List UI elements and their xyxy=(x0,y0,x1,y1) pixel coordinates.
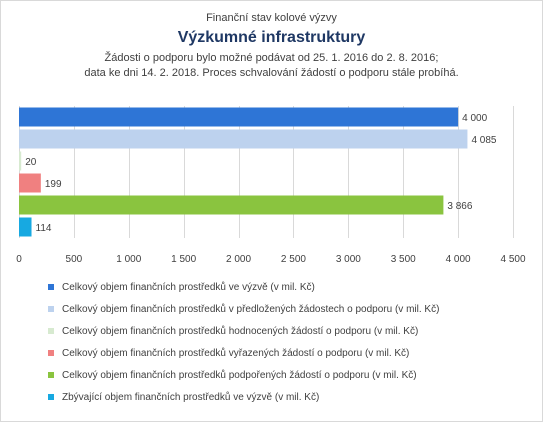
legend-item-2: Celkový objem finančních prostředků hodn… xyxy=(48,320,439,342)
legend-swatch-0 xyxy=(48,284,54,290)
legend-item-3: Celkový objem finančních prostředků vyřa… xyxy=(48,342,439,364)
x-tick-label-0: 0 xyxy=(16,254,22,265)
legend-swatch-1 xyxy=(48,306,54,312)
chart-title: Výzkumné infrastruktury xyxy=(177,29,366,46)
legend-item-5: Zbývající objem finančních prostředků ve… xyxy=(48,386,439,408)
chart-suptitle: Finanční stav kolové výzvy xyxy=(206,12,337,24)
x-tick-label-2: 1 000 xyxy=(116,254,141,265)
legend-label-3: Celkový objem finančních prostředků vyřa… xyxy=(62,347,410,359)
legend-swatch-2 xyxy=(48,328,54,334)
legend-label-5: Zbývající objem finančních prostředků ve… xyxy=(62,391,320,403)
data-label-5: 114 xyxy=(36,223,52,234)
x-tick-label-4: 2 000 xyxy=(226,254,251,265)
legend-label-1: Celkový objem finančních prostředků v př… xyxy=(62,303,440,315)
legend-item-1: Celkový objem finančních prostředků v př… xyxy=(48,298,439,320)
legend-item-4: Celkový objem finančních prostředků podp… xyxy=(48,364,439,386)
data-label-2: 20 xyxy=(25,157,37,168)
legend-item-0: Celkový objem finančních prostředků ve v… xyxy=(48,276,439,298)
bar-5 xyxy=(19,217,32,237)
x-tick-label-5: 2 500 xyxy=(281,254,306,265)
legend-swatch-3 xyxy=(48,350,54,356)
bar-4 xyxy=(19,195,444,215)
chart-legend: Celkový objem finančních prostředků ve v… xyxy=(48,276,439,408)
bar-1 xyxy=(19,129,468,149)
x-tick-label-9: 4 500 xyxy=(500,254,525,265)
chart-subtitle-line1: Žádosti o podporu bylo možné podávat od … xyxy=(104,52,439,64)
legend-label-0: Celkový objem finančních prostředků ve v… xyxy=(62,281,315,293)
legend-swatch-4 xyxy=(48,372,54,378)
data-label-1: 4 085 xyxy=(471,135,496,146)
x-tick-label-6: 3 000 xyxy=(336,254,361,265)
x-tick-label-3: 1 500 xyxy=(171,254,196,265)
x-tick-label-8: 4 000 xyxy=(446,254,471,265)
legend-swatch-5 xyxy=(48,394,54,400)
bar-2 xyxy=(19,151,22,171)
data-label-4: 3 866 xyxy=(447,201,472,212)
x-tick-label-7: 3 500 xyxy=(391,254,416,265)
bar-0 xyxy=(19,107,459,127)
x-tick-label-1: 500 xyxy=(66,254,83,265)
data-label-3: 199 xyxy=(45,179,62,190)
data-label-0: 4 000 xyxy=(462,113,487,124)
bar-3 xyxy=(19,173,41,193)
chart-subtitle-line2: data ke dni 14. 2. 2018. Proces schvalov… xyxy=(84,67,459,79)
legend-label-4: Celkový objem finančních prostředků podp… xyxy=(62,369,417,381)
legend-label-2: Celkový objem finančních prostředků hodn… xyxy=(62,325,419,337)
